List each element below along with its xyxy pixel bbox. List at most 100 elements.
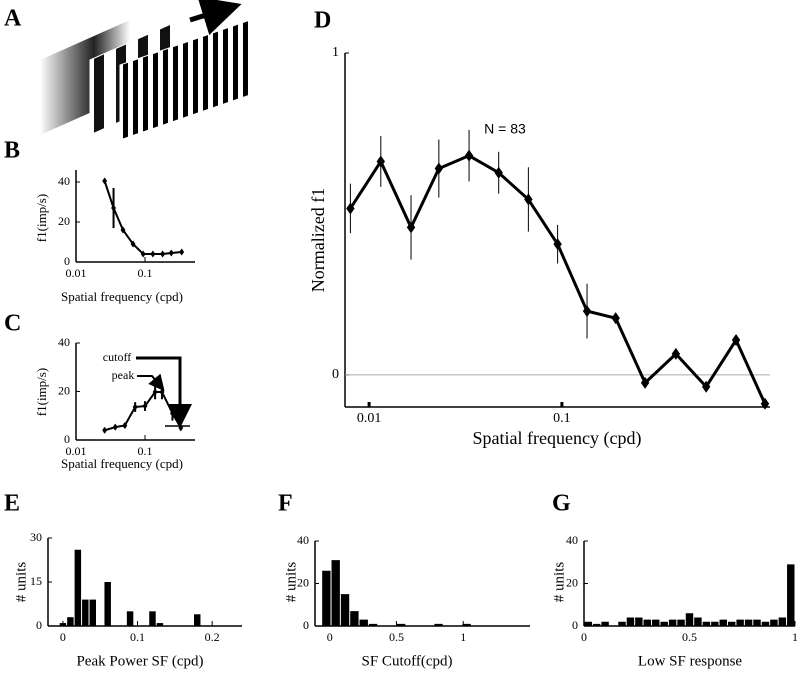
bar: [694, 617, 702, 626]
x-tick-label: 1: [460, 630, 466, 644]
marker: [524, 193, 533, 206]
bar: [736, 619, 744, 626]
bar: [744, 619, 753, 626]
bar: [635, 617, 643, 626]
bar: [727, 621, 736, 626]
bar: [778, 617, 787, 626]
y-tick-label: 40: [58, 335, 70, 349]
bar: [592, 623, 601, 626]
marker: [122, 421, 128, 429]
marker: [760, 397, 770, 410]
bar: [350, 611, 359, 626]
bar: [194, 614, 201, 626]
peak-arrow: [137, 373, 165, 392]
marker: [130, 240, 136, 248]
bar: [434, 623, 443, 626]
bar: [322, 570, 331, 626]
bar: [368, 623, 378, 626]
data-line: [103, 180, 182, 255]
y-axis-title: # units: [13, 562, 29, 603]
bar: [702, 621, 711, 626]
y-tick-label: 0: [64, 254, 70, 268]
bar: [643, 619, 652, 626]
bar: [711, 621, 719, 626]
y-tick-label: 1: [332, 45, 339, 60]
x-axis-title: SF Cutoff(cpd): [362, 653, 453, 669]
x-axis-title: Spatial frequency (cpd): [61, 289, 183, 304]
y-tick-label: 20: [58, 214, 70, 228]
marker: [494, 166, 503, 179]
cutoff-arrow: [136, 356, 192, 428]
y-axis-title: f1(imp/s): [34, 368, 49, 416]
x-tick-label: 0.1: [138, 266, 153, 280]
marker: [611, 312, 620, 325]
x-tick-label: 0.1: [553, 411, 571, 426]
bar: [89, 599, 96, 626]
bar: [719, 619, 727, 626]
panel-label: D: [314, 8, 331, 34]
bar: [156, 623, 164, 626]
marker: [102, 426, 108, 434]
panel-label: C: [4, 311, 21, 337]
y-axis-title: # units: [551, 562, 567, 603]
marker: [111, 204, 116, 212]
y-tick-label: 0: [303, 618, 309, 632]
bar: [340, 594, 350, 626]
y-tick-label: 20: [566, 575, 578, 589]
x-tick-label: 0.5: [682, 630, 697, 644]
marker: [168, 249, 174, 257]
bar: [787, 564, 795, 626]
y-axis-title: f1(imp/s): [34, 194, 49, 242]
marker: [346, 202, 355, 215]
panel-label: B: [4, 138, 20, 164]
x-tick-label: 0.01: [357, 411, 382, 426]
bar: [67, 617, 74, 626]
marker: [179, 248, 185, 256]
bar: [104, 582, 111, 626]
bar: [685, 613, 694, 626]
x-axis-title: Spatial frequency (cpd): [61, 456, 183, 471]
x-tick-label: 0: [327, 630, 333, 644]
x-tick-label: 0.01: [66, 266, 87, 280]
y-axis-title: Normalized f1: [308, 188, 328, 292]
marker: [132, 403, 138, 411]
bar: [660, 621, 668, 626]
x-tick-label: 0.5: [389, 630, 404, 644]
y-tick-label: 20: [297, 575, 309, 589]
marker: [671, 347, 681, 360]
y-tick-label: 20: [58, 383, 70, 397]
bar: [584, 621, 592, 626]
x-axis-title: Low SF response: [638, 653, 743, 669]
marker: [120, 226, 126, 234]
bar: [82, 599, 89, 626]
x-tick-label: 0: [60, 630, 66, 644]
x-tick-label: 0: [581, 630, 587, 644]
bar: [753, 619, 761, 626]
y-tick-label: 0: [36, 618, 42, 632]
y-axis-title: # units: [283, 562, 299, 603]
marker: [159, 388, 165, 396]
x-axis-title: Spatial frequency (cpd): [473, 428, 642, 449]
marker: [112, 423, 118, 431]
bar: [396, 623, 406, 626]
data-line: [349, 153, 767, 405]
marker: [376, 155, 385, 168]
annotation: peak: [112, 368, 135, 382]
annotation: cutoff: [103, 350, 131, 364]
panel-label: A: [4, 6, 22, 32]
bar: [677, 619, 685, 626]
y-tick-label: 0: [64, 432, 70, 446]
panel-label: G: [552, 491, 571, 517]
bar: [770, 619, 778, 626]
marker: [582, 305, 592, 318]
bar: [359, 619, 368, 626]
panel-label: F: [278, 491, 293, 517]
bar: [601, 621, 609, 626]
bar: [59, 623, 67, 626]
bar: [74, 549, 82, 626]
y-tick-label: 15: [30, 574, 42, 588]
bar: [462, 623, 471, 626]
bar: [618, 621, 626, 626]
x-tick-label: 0.2: [205, 630, 220, 644]
